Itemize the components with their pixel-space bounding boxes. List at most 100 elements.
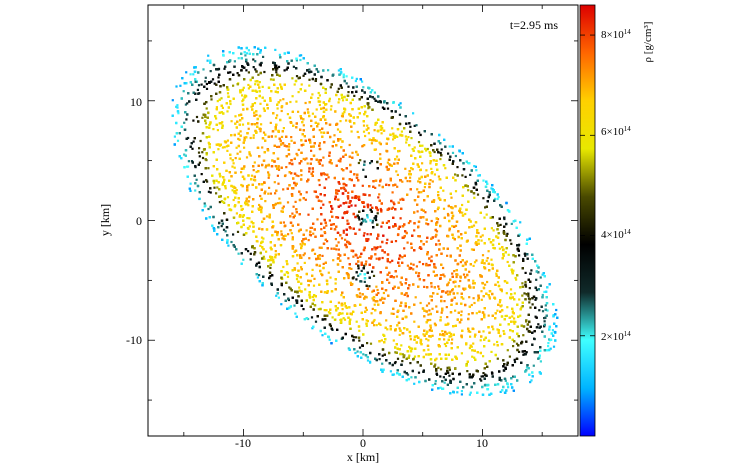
particle-point (547, 345, 550, 348)
particle-point (518, 350, 521, 353)
particle-point (235, 212, 238, 215)
particle-point (280, 109, 283, 113)
particle-point (333, 134, 336, 137)
particle-point (424, 211, 427, 214)
particle-point (194, 189, 197, 192)
particle-point (385, 242, 388, 245)
particle-point (435, 305, 438, 308)
particle-point (472, 297, 475, 300)
particle-point (495, 272, 498, 275)
particle-point (497, 196, 500, 199)
particle-point (361, 184, 364, 187)
particle-point (304, 101, 307, 105)
particle-point (222, 201, 225, 204)
particle-point (551, 329, 554, 332)
particle-point (443, 381, 446, 384)
particle-point (418, 272, 421, 275)
particle-point (247, 183, 250, 187)
particle-point (504, 379, 507, 382)
particle-point (427, 264, 430, 267)
particle-point (390, 312, 393, 315)
particle-point (499, 223, 502, 226)
particle-point (363, 144, 366, 147)
particle-point (336, 216, 340, 219)
particle-point (248, 151, 251, 154)
particle-point (270, 283, 273, 286)
particle-point (205, 87, 209, 90)
particle-point (269, 78, 273, 81)
particle-point (290, 136, 293, 139)
particle-point (269, 121, 272, 124)
particle-point (321, 254, 324, 257)
particle-point (347, 257, 350, 260)
particle-point (253, 161, 256, 164)
particle-point (342, 231, 345, 234)
particle-point (254, 68, 257, 71)
particle-point (364, 306, 367, 309)
particle-point (519, 221, 522, 224)
particle-point (430, 167, 433, 170)
particle-point (328, 97, 331, 100)
particle-point (345, 75, 348, 78)
particle-point (413, 355, 417, 358)
particle-point (311, 268, 314, 271)
particle-point (454, 224, 458, 227)
particle-point (376, 246, 379, 249)
particle-point (538, 309, 541, 312)
particle-point (297, 110, 300, 113)
particle-point (515, 278, 518, 281)
particle-point (443, 338, 446, 341)
particle-point (331, 328, 334, 331)
particle-point (356, 350, 359, 353)
particle-point (401, 360, 404, 363)
particle-point (506, 306, 509, 309)
particle-point (415, 265, 418, 268)
particle-point (345, 82, 348, 85)
particle-point (504, 367, 507, 370)
particle-point (522, 353, 525, 356)
particle-point (233, 166, 236, 169)
particle-point (329, 276, 332, 279)
particle-point (254, 83, 257, 86)
particle-point (379, 323, 382, 326)
particle-point (450, 196, 453, 199)
particle-point (409, 125, 412, 128)
particle-point (236, 72, 239, 75)
particle-point (362, 168, 365, 171)
particle-point (464, 261, 467, 264)
particle-point (444, 167, 447, 170)
particle-point (488, 296, 491, 299)
particle-point (535, 278, 538, 281)
particle-point (401, 256, 404, 259)
particle-point (265, 215, 269, 218)
particle-point (490, 227, 493, 230)
particle-point (401, 353, 404, 356)
particle-point (247, 127, 250, 130)
particle-point (394, 134, 397, 137)
particle-point (254, 60, 257, 63)
particle-point (240, 183, 243, 187)
particle-point (492, 190, 495, 193)
particle-point (493, 343, 496, 346)
particle-point (381, 354, 384, 357)
particle-point (366, 206, 370, 209)
particle-point (368, 285, 371, 288)
particle-point (339, 204, 342, 207)
particle-point (216, 129, 219, 132)
particle-point (205, 153, 208, 156)
particle-point (361, 80, 364, 83)
particle-point (342, 229, 345, 232)
particle-point (479, 378, 482, 381)
particle-point (530, 379, 533, 382)
particle-point (514, 276, 517, 280)
particle-point (502, 330, 505, 333)
particle-point (332, 259, 335, 262)
particle-point (469, 173, 472, 176)
particle-point (445, 306, 448, 309)
particle-point (292, 205, 295, 208)
particle-point (504, 314, 507, 318)
particle-point (522, 334, 525, 337)
particle-point (512, 345, 515, 348)
particle-point (496, 309, 499, 312)
particle-point (375, 218, 378, 222)
